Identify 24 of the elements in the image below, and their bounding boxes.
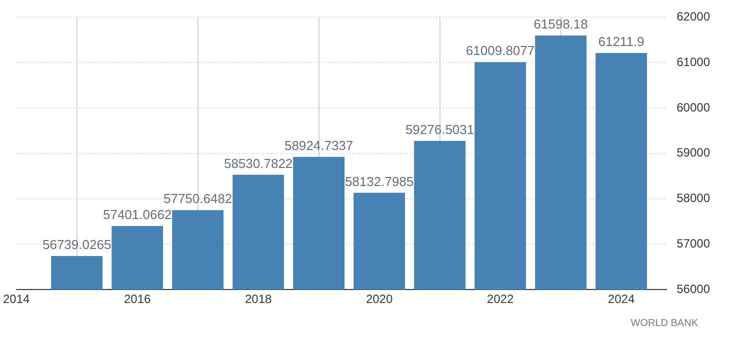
x-tick-label: 2018	[244, 292, 272, 306]
y-tick-label: 60000	[676, 100, 710, 114]
data-label: 58530.7822	[224, 156, 293, 171]
y-tick-label: 58000	[676, 191, 710, 206]
y-tick-label: 62000	[676, 10, 710, 24]
data-label: 61211.9	[598, 34, 644, 50]
data-label: 57750.6482	[163, 191, 232, 206]
data-label: 59276.5031	[405, 122, 474, 137]
x-tick-label: 2014	[2, 292, 30, 306]
data-label: 57401.0662	[102, 207, 172, 222]
x-tick-label: 2022	[486, 292, 514, 306]
data-label: 58132.7985	[344, 174, 414, 189]
data-label: 56739.0265	[42, 237, 112, 252]
y-tick-label: 57000	[676, 236, 710, 251]
x-tick-label: 2020	[366, 292, 393, 306]
y-tick-label: 61000	[676, 54, 710, 69]
y-tick-label: 56000	[676, 282, 710, 296]
x-tick-label: 2016	[124, 292, 151, 306]
text: WORLD BANK	[630, 318, 698, 329]
data-label: 61009.8077	[466, 43, 535, 58]
data-label: 61598.18	[534, 16, 588, 32]
data-label: 58924.7337	[284, 138, 354, 153]
x-tick-label: 2024	[608, 292, 635, 306]
y-tick-label: 59000	[676, 146, 710, 160]
